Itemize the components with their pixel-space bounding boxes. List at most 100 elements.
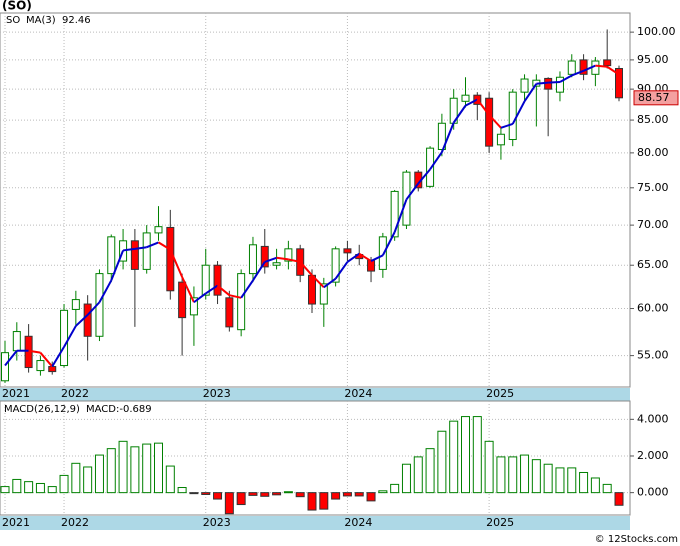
- ma-line-segment: [39, 352, 53, 368]
- macd-bar: [449, 420, 459, 494]
- candle-body: [154, 226, 163, 234]
- x-tick-label: 2023: [203, 516, 231, 529]
- ma-line-segment: [216, 284, 230, 296]
- ma-line-segment: [229, 294, 242, 299]
- macd-bar: [579, 471, 589, 494]
- ma-line-segment: [476, 98, 490, 116]
- macd-bar: [567, 467, 577, 494]
- ma-line-segment: [276, 256, 289, 261]
- macd-bar: [590, 477, 600, 494]
- candle-body: [343, 248, 352, 254]
- macd-bar: [130, 446, 140, 494]
- ma-line-segment: [252, 261, 266, 281]
- candle-body: [48, 366, 57, 373]
- macd-bar: [354, 492, 364, 497]
- macd-bar: [224, 492, 234, 515]
- candle-body: [248, 244, 257, 275]
- candle-body: [555, 76, 564, 93]
- macd-bar: [142, 443, 152, 494]
- ma-line-segment: [86, 301, 101, 316]
- candle-body: [579, 59, 588, 75]
- macd-bar: [94, 454, 104, 494]
- ma-line-segment: [75, 314, 89, 327]
- candle-body: [390, 190, 399, 238]
- candle-body: [485, 97, 494, 147]
- macd-bar: [295, 492, 305, 498]
- x-tick-label: 2023: [203, 387, 231, 400]
- macd-bar: [24, 481, 34, 494]
- candle-body: [520, 78, 529, 93]
- x-tick-label: 2025: [486, 387, 514, 400]
- macd-bar: [12, 478, 22, 494]
- legend-macd-value: MACD:-0.689: [86, 404, 152, 415]
- ma-line-segment: [134, 246, 147, 250]
- ma-line-segment: [440, 122, 455, 153]
- last-price-label: 88.57: [638, 91, 670, 104]
- macd-bar: [520, 454, 530, 494]
- y-tick-label: 65.00: [637, 258, 669, 271]
- ma-line-segment: [240, 279, 254, 299]
- x-tick-label: 2022: [61, 516, 89, 529]
- candle-body: [603, 59, 612, 67]
- y-tick-label: 70.00: [637, 218, 669, 231]
- candle-body: [319, 283, 328, 305]
- candle-body: [178, 281, 187, 319]
- candle-body: [60, 309, 69, 367]
- ma-line-segment: [299, 261, 313, 276]
- candle-body: [213, 264, 222, 296]
- x-axis-strip: [0, 388, 630, 401]
- macd-bar: [71, 462, 81, 494]
- legend-ma-value: 92.46: [62, 15, 91, 26]
- y-tick-label: 85.00: [637, 113, 669, 126]
- candle-body: [142, 232, 151, 270]
- ma-line-segment: [548, 80, 561, 84]
- candle-body: [272, 262, 281, 266]
- legend-ma-name: MA(3): [26, 15, 56, 26]
- macd-bar: [236, 492, 246, 506]
- macd-bar: [366, 492, 376, 502]
- macd-bar: [401, 463, 411, 494]
- macd-bar: [47, 486, 57, 494]
- ma-line-segment: [511, 100, 526, 125]
- ma-line-segment: [381, 231, 396, 256]
- ma-line-segment: [465, 98, 478, 107]
- ma-line-segment: [346, 252, 360, 263]
- ma-line-segment: [205, 284, 219, 295]
- candle-body: [36, 360, 45, 372]
- y-tick-label: 0.000: [637, 486, 669, 499]
- price-panel: [0, 12, 631, 388]
- y-tick-label: 2.000: [637, 449, 669, 462]
- candle-body: [12, 331, 21, 352]
- x-tick-label: 2021: [2, 516, 30, 529]
- candle-body: [107, 236, 116, 275]
- ma-line-segment: [393, 199, 408, 233]
- macd-bar: [213, 492, 223, 500]
- macd-bar: [614, 492, 624, 506]
- ma-line-segment: [571, 69, 584, 77]
- x-tick-label: 2024: [344, 387, 372, 400]
- candle-body: [189, 297, 198, 316]
- macd-bar: [272, 492, 282, 496]
- macd-bar: [307, 492, 317, 511]
- ma-line-segment: [51, 346, 65, 368]
- macd-bar: [555, 467, 565, 494]
- candle-body: [1, 352, 9, 382]
- candle-body: [461, 94, 470, 102]
- ma-line-segment: [370, 254, 384, 262]
- candle-body: [367, 259, 376, 272]
- y-tick-label: 4.000: [637, 412, 669, 425]
- x-axis-strip: [0, 516, 630, 530]
- ma-line-segment: [500, 122, 514, 129]
- ma-line-segment: [146, 241, 159, 249]
- candle-body: [615, 68, 623, 99]
- macd-bar: [83, 466, 93, 494]
- candle-body: [426, 147, 435, 187]
- candle-body: [308, 274, 316, 305]
- last-price-box: [633, 90, 679, 106]
- ma-line-segment: [595, 64, 608, 68]
- candle-body: [130, 240, 139, 270]
- candle-body: [237, 273, 246, 331]
- macd-bar: [425, 448, 435, 494]
- macd-bar: [331, 492, 341, 500]
